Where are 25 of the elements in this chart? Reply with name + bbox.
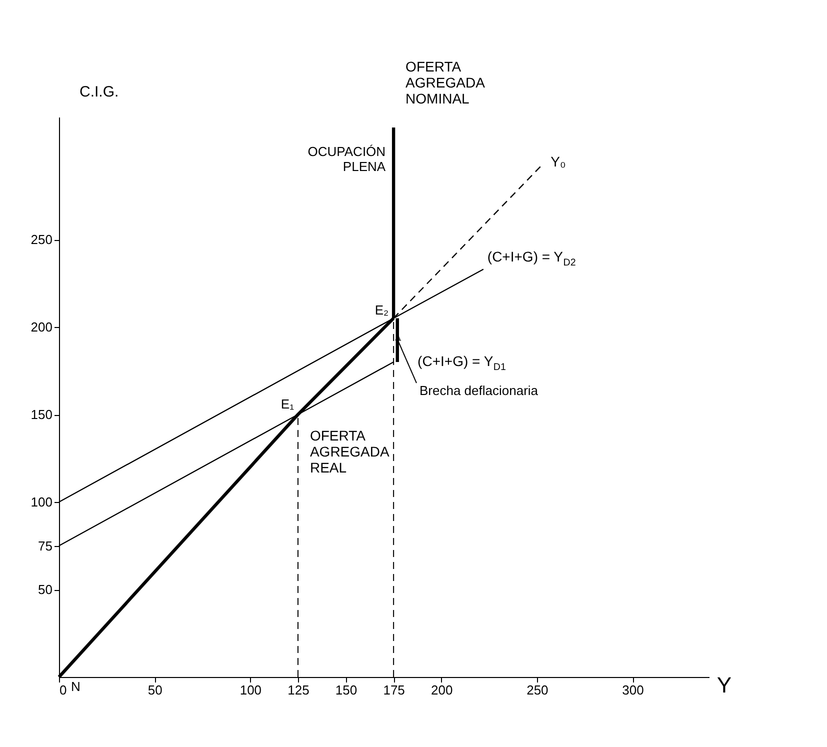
annotation: N xyxy=(71,679,80,694)
y-tick-label: 75 xyxy=(38,538,52,554)
series-label: OFERTA AGREGADA REAL xyxy=(310,428,390,476)
y-tick-label: 50 xyxy=(38,582,52,597)
x-axis-title: Y xyxy=(716,672,732,698)
annotation: OCUPACIÓN PLENA xyxy=(308,144,386,174)
y-tick-label: 150 xyxy=(30,407,52,422)
series-label: OFERTA AGREGADA NOMINAL xyxy=(406,58,486,106)
annotation: E₂ xyxy=(374,302,389,318)
x-tick-label: 50 xyxy=(148,682,162,698)
x-tick-label: 125 xyxy=(288,682,310,698)
y-axis-title: C.I.G. xyxy=(80,84,119,100)
x-tick-label: 0 xyxy=(60,682,67,698)
x-tick-label: 150 xyxy=(335,682,358,698)
y-tick-label: 100 xyxy=(30,494,52,510)
annotation: E₁ xyxy=(280,396,295,412)
x-tick-label: 175 xyxy=(383,682,405,698)
x-tick-label: 300 xyxy=(622,682,644,698)
x-tick-label: 100 xyxy=(240,682,262,698)
y-tick-label: 200 xyxy=(30,320,52,334)
x-tick-label: 250 xyxy=(526,682,548,698)
series-label: Y₀ xyxy=(550,153,566,170)
annotation: Brecha deflacionaria xyxy=(420,383,539,398)
x-tick-label: 200 xyxy=(431,682,453,698)
y-tick-label: 250 xyxy=(30,232,52,247)
